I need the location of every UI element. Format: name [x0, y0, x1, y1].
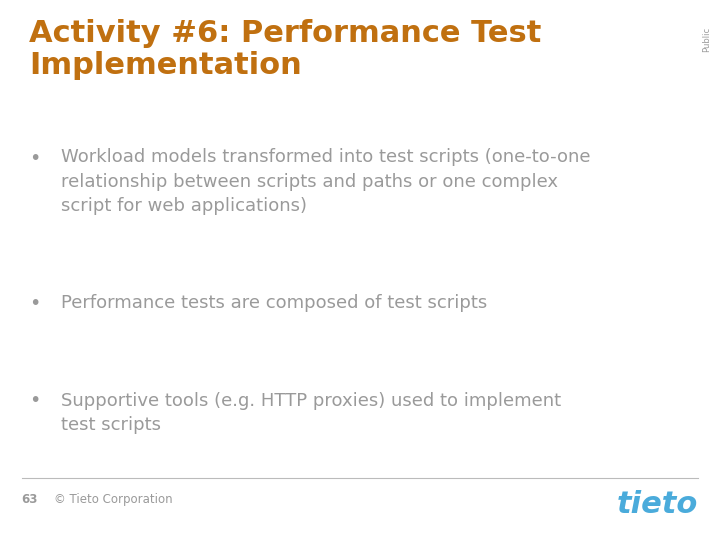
Text: tieto: tieto — [617, 490, 698, 519]
Text: Workload models transformed into test scripts (one-to-one
relationship between s: Workload models transformed into test sc… — [61, 148, 590, 215]
Text: Supportive tools (e.g. HTTP proxies) used to implement
test scripts: Supportive tools (e.g. HTTP proxies) use… — [61, 392, 562, 434]
Text: Activity #6: Performance Test
Implementation: Activity #6: Performance Test Implementa… — [29, 19, 541, 80]
Text: •: • — [29, 294, 40, 313]
Text: Public: Public — [703, 27, 711, 52]
Text: •: • — [29, 392, 40, 410]
Text: •: • — [29, 148, 40, 167]
Text: 63: 63 — [22, 493, 38, 506]
Text: Performance tests are composed of test scripts: Performance tests are composed of test s… — [61, 294, 487, 312]
Text: © Tieto Corporation: © Tieto Corporation — [54, 493, 173, 506]
